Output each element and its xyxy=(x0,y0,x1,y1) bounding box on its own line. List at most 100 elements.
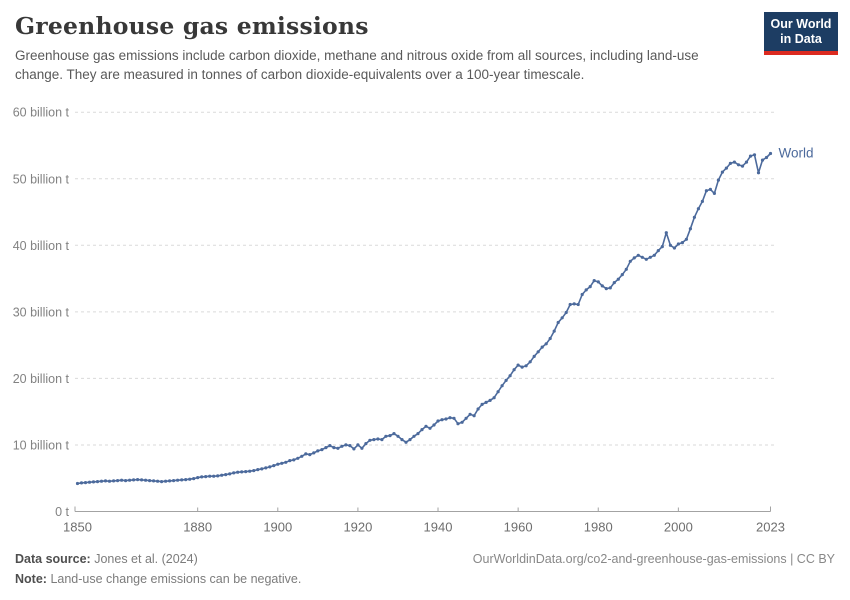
data-point[interactable] xyxy=(280,461,284,465)
data-point[interactable] xyxy=(556,320,560,325)
data-point[interactable] xyxy=(388,434,392,438)
data-point[interactable] xyxy=(624,267,628,271)
data-point[interactable] xyxy=(440,418,444,422)
data-point[interactable] xyxy=(180,478,184,482)
data-point[interactable] xyxy=(648,255,652,259)
data-point[interactable] xyxy=(704,189,709,193)
data-point[interactable] xyxy=(580,292,584,297)
data-point[interactable] xyxy=(128,478,132,482)
data-point[interactable] xyxy=(612,281,616,285)
data-point[interactable] xyxy=(524,364,528,368)
data-point[interactable] xyxy=(300,454,304,458)
data-point[interactable] xyxy=(368,438,372,442)
data-point[interactable] xyxy=(328,444,332,448)
data-point[interactable] xyxy=(116,479,120,483)
data-point[interactable] xyxy=(216,474,220,478)
data-point[interactable] xyxy=(628,259,632,263)
data-point[interactable] xyxy=(416,432,420,436)
series-end-label[interactable]: World xyxy=(779,145,814,160)
data-point[interactable] xyxy=(712,191,717,195)
data-point[interactable] xyxy=(740,164,745,168)
data-point[interactable] xyxy=(320,448,324,452)
data-point[interactable] xyxy=(528,360,532,364)
data-point[interactable] xyxy=(340,444,344,448)
data-point[interactable] xyxy=(532,354,536,358)
data-point[interactable] xyxy=(384,434,388,438)
data-point[interactable] xyxy=(516,363,520,367)
data-point[interactable] xyxy=(744,160,749,164)
data-point[interactable] xyxy=(520,365,524,369)
data-point[interactable] xyxy=(316,449,320,453)
data-point[interactable] xyxy=(360,446,364,450)
data-point[interactable] xyxy=(724,166,729,170)
data-point[interactable] xyxy=(592,279,596,283)
data-point[interactable] xyxy=(452,416,456,420)
data-point[interactable] xyxy=(752,153,757,157)
series-line-world[interactable] xyxy=(77,152,772,485)
data-point[interactable] xyxy=(572,302,576,306)
data-point[interactable] xyxy=(544,342,548,346)
data-point[interactable] xyxy=(332,446,336,450)
data-point[interactable] xyxy=(716,178,721,182)
data-point[interactable] xyxy=(596,280,600,284)
data-point[interactable] xyxy=(536,350,540,354)
data-point[interactable] xyxy=(372,438,376,442)
data-point[interactable] xyxy=(124,479,128,483)
data-point[interactable] xyxy=(564,310,568,315)
data-point[interactable] xyxy=(352,447,356,451)
data-point[interactable] xyxy=(168,479,172,483)
data-point[interactable] xyxy=(488,398,492,402)
data-point[interactable] xyxy=(196,476,200,480)
data-point[interactable] xyxy=(760,158,765,162)
data-point[interactable] xyxy=(212,474,216,478)
data-point[interactable] xyxy=(392,432,396,436)
data-point[interactable] xyxy=(568,302,572,307)
data-point[interactable] xyxy=(500,384,504,388)
data-point[interactable] xyxy=(492,396,496,400)
data-point[interactable] xyxy=(504,378,508,382)
data-point[interactable] xyxy=(604,287,608,291)
data-point[interactable] xyxy=(136,478,140,482)
data-point[interactable] xyxy=(640,255,644,259)
data-point[interactable] xyxy=(696,207,701,211)
data-point[interactable] xyxy=(308,453,312,457)
data-point[interactable] xyxy=(260,467,264,471)
data-point[interactable] xyxy=(456,422,460,426)
data-point[interactable] xyxy=(688,227,693,231)
data-point[interactable] xyxy=(156,479,160,483)
data-point[interactable] xyxy=(700,199,705,203)
data-point[interactable] xyxy=(608,286,612,290)
data-point[interactable] xyxy=(132,478,136,482)
data-point[interactable] xyxy=(304,452,308,456)
data-point[interactable] xyxy=(95,480,100,484)
data-point[interactable] xyxy=(364,442,368,446)
data-point[interactable] xyxy=(632,256,636,260)
data-point[interactable] xyxy=(764,155,769,160)
data-point[interactable] xyxy=(660,245,664,249)
data-point[interactable] xyxy=(636,253,640,257)
data-point[interactable] xyxy=(472,414,476,418)
data-point[interactable] xyxy=(652,253,656,257)
data-point[interactable] xyxy=(144,478,148,482)
data-point[interactable] xyxy=(748,154,753,158)
data-point[interactable] xyxy=(484,400,488,404)
data-point[interactable] xyxy=(444,417,448,421)
data-point[interactable] xyxy=(324,446,328,450)
data-point[interactable] xyxy=(380,438,384,442)
data-point[interactable] xyxy=(79,481,84,485)
data-point[interactable] xyxy=(424,424,428,428)
data-point[interactable] xyxy=(644,257,648,261)
data-point[interactable] xyxy=(408,438,412,442)
data-point[interactable] xyxy=(672,246,677,250)
data-point[interactable] xyxy=(348,444,352,448)
data-point[interactable] xyxy=(720,170,725,174)
data-point[interactable] xyxy=(272,464,276,468)
data-point[interactable] xyxy=(87,480,92,484)
data-point[interactable] xyxy=(552,329,556,333)
data-point[interactable] xyxy=(508,374,512,378)
data-point[interactable] xyxy=(588,285,592,289)
data-point[interactable] xyxy=(192,477,196,481)
data-point[interactable] xyxy=(768,151,773,156)
data-point[interactable] xyxy=(344,443,348,447)
